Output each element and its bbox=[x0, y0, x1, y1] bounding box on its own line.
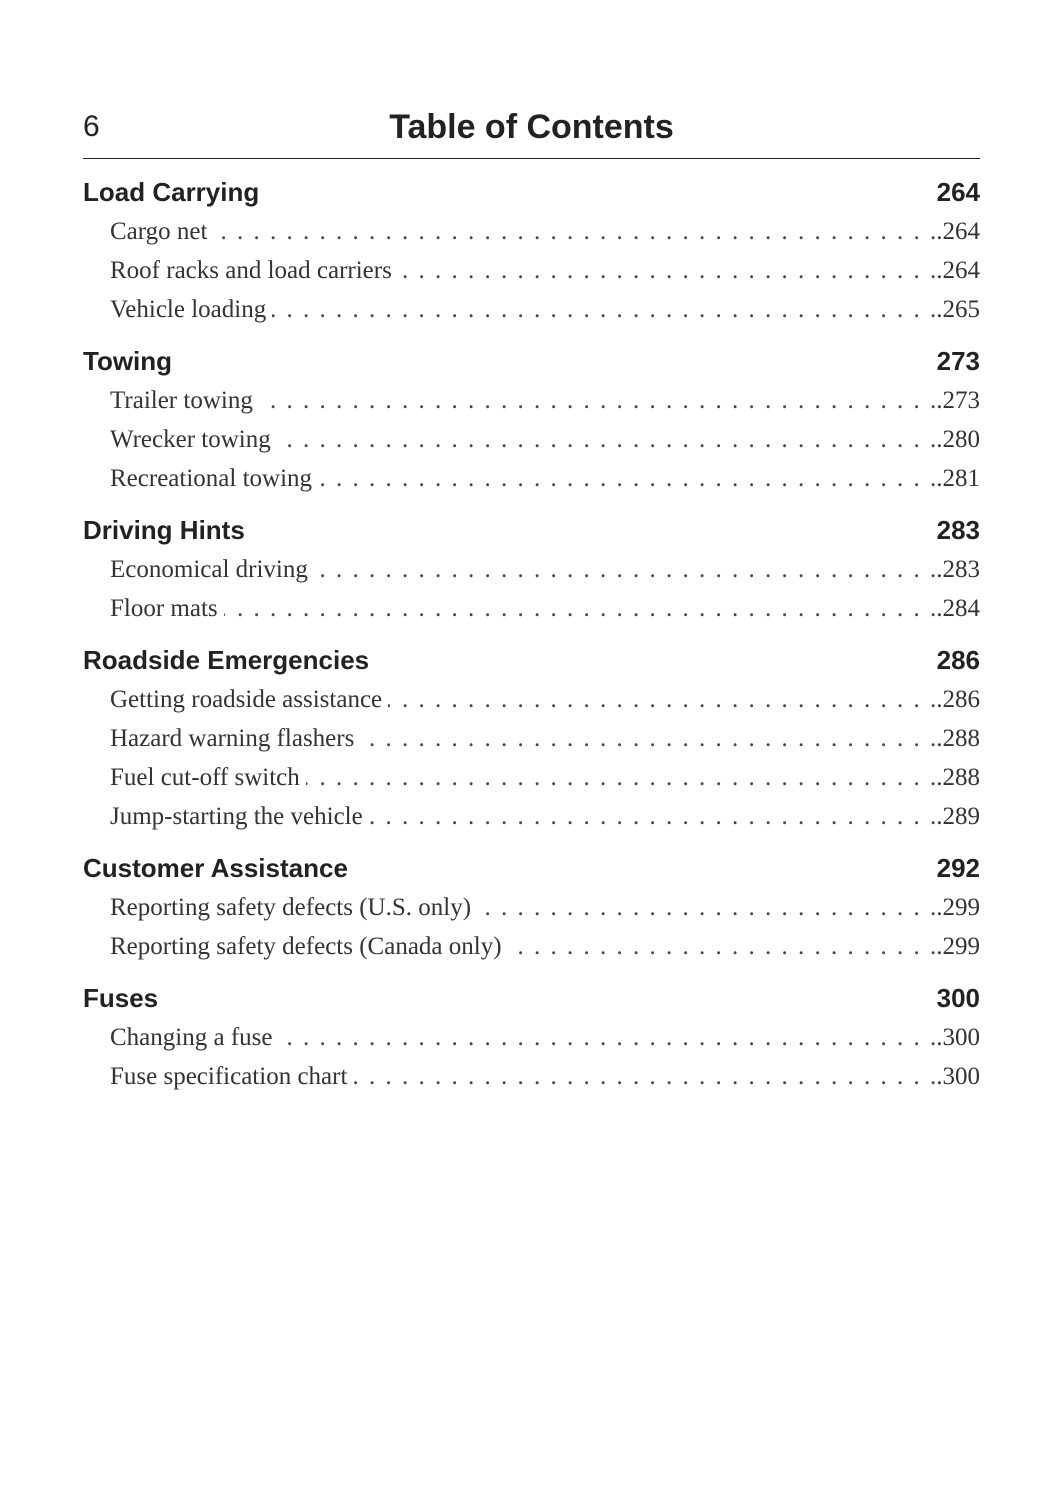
toc-entry[interactable]: Cargo net .264 bbox=[83, 212, 980, 251]
dot-leader bbox=[369, 797, 937, 836]
section-title: Driving Hints bbox=[83, 515, 245, 545]
entry-label: Wrecker towing bbox=[110, 426, 271, 453]
section-heading[interactable]: Driving Hints 283 bbox=[83, 511, 980, 550]
entry-page: .300 bbox=[936, 1063, 980, 1090]
section-title: Fuses bbox=[83, 983, 159, 1013]
section-page: 292 bbox=[936, 853, 980, 883]
toc-entry[interactable]: Trailer towing .273 bbox=[83, 381, 980, 420]
entry-page: .286 bbox=[936, 686, 980, 713]
entry-page: .264 bbox=[936, 257, 980, 284]
section-page: 300 bbox=[936, 983, 980, 1013]
dot-leader bbox=[398, 251, 936, 290]
entry-page: .283 bbox=[936, 556, 980, 583]
dot-leader bbox=[278, 1018, 936, 1057]
entry-label: Recreational towing bbox=[110, 465, 313, 492]
entry-label: Jump-starting the vehicle bbox=[110, 803, 363, 830]
table-of-contents: Load Carrying 264 Cargo net .264 Roof ra… bbox=[83, 173, 980, 1109]
entry-label: Reporting safety defects (Canada only) bbox=[110, 933, 502, 960]
toc-entry[interactable]: Fuse specification chart .300 bbox=[83, 1057, 980, 1096]
dot-leader bbox=[277, 420, 937, 459]
toc-section: Driving Hints 283 Economical driving .28… bbox=[83, 511, 980, 628]
entry-label: Reporting safety defects (U.S. only) bbox=[110, 894, 472, 921]
toc-entry[interactable]: Vehicle loading .265 bbox=[83, 290, 980, 329]
toc-entry[interactable]: Reporting safety defects (Canada only) .… bbox=[83, 927, 980, 966]
dot-leader bbox=[213, 212, 936, 251]
section-page: 283 bbox=[936, 515, 980, 545]
section-heading[interactable]: Roadside Emergencies 286 bbox=[83, 641, 980, 680]
toc-entry[interactable]: Recreational towing .281 bbox=[83, 459, 980, 498]
entry-page: .299 bbox=[936, 894, 980, 921]
dot-leader bbox=[318, 459, 936, 498]
section-heading[interactable]: Fuses 300 bbox=[83, 979, 980, 1018]
section-title: Roadside Emergencies bbox=[83, 645, 370, 675]
entry-label: Hazard warning flashers bbox=[110, 725, 355, 752]
entry-label: Getting roadside assistance bbox=[110, 686, 383, 713]
entry-page: .299 bbox=[936, 933, 980, 960]
toc-entry[interactable]: Floor mats .284 bbox=[83, 589, 980, 628]
dot-leader bbox=[314, 550, 936, 589]
page-title: Table of Contents bbox=[389, 108, 674, 146]
toc-entry[interactable]: Reporting safety defects (U.S. only) .29… bbox=[83, 888, 980, 927]
toc-section: Towing 273 Trailer towing .273 Wrecker t… bbox=[83, 342, 980, 498]
toc-entry[interactable]: Economical driving .283 bbox=[83, 550, 980, 589]
entry-label: Fuel cut-off switch bbox=[110, 764, 300, 791]
toc-entry[interactable]: Changing a fuse .300 bbox=[83, 1018, 980, 1057]
section-page: 264 bbox=[936, 177, 980, 207]
entry-page: .280 bbox=[936, 426, 980, 453]
toc-entry[interactable]: Fuel cut-off switch .288 bbox=[83, 758, 980, 797]
toc-entry[interactable]: Hazard warning flashers .288 bbox=[83, 719, 980, 758]
dot-leader bbox=[388, 680, 936, 719]
dot-leader bbox=[353, 1057, 936, 1096]
section-page: 273 bbox=[936, 346, 980, 376]
entry-page: .288 bbox=[936, 725, 980, 752]
section-heading[interactable]: Customer Assistance 292 bbox=[83, 849, 980, 888]
toc-section: Customer Assistance 292 Reporting safety… bbox=[83, 849, 980, 966]
entry-page: .264 bbox=[936, 218, 980, 245]
page-header: 6 Table of Contents bbox=[83, 108, 980, 159]
section-page: 286 bbox=[936, 645, 980, 675]
toc-entry[interactable]: Getting roadside assistance .286 bbox=[83, 680, 980, 719]
toc-section: Roadside Emergencies 286 Getting roadsid… bbox=[83, 641, 980, 836]
entry-label: Roof racks and load carriers bbox=[110, 257, 392, 284]
entry-label: Economical driving bbox=[110, 556, 308, 583]
dot-leader bbox=[360, 719, 936, 758]
entry-label: Floor mats bbox=[110, 595, 218, 622]
section-title: Towing bbox=[83, 346, 173, 376]
dot-leader bbox=[477, 888, 936, 927]
entry-page: .300 bbox=[936, 1024, 980, 1051]
dot-leader bbox=[508, 927, 937, 966]
entry-page: .284 bbox=[936, 595, 980, 622]
toc-section: Fuses 300 Changing a fuse .300 Fuse spec… bbox=[83, 979, 980, 1096]
page-number: 6 bbox=[83, 110, 100, 143]
toc-entry[interactable]: Jump-starting the vehicle .289 bbox=[83, 797, 980, 836]
dot-leader bbox=[259, 381, 936, 420]
entry-label: Changing a fuse bbox=[110, 1024, 273, 1051]
section-heading[interactable]: Load Carrying 264 bbox=[83, 173, 980, 212]
dot-leader bbox=[224, 589, 937, 628]
dot-leader bbox=[272, 290, 936, 329]
dot-leader bbox=[306, 758, 936, 797]
entry-page: .281 bbox=[936, 465, 980, 492]
entry-page: .288 bbox=[936, 764, 980, 791]
section-heading[interactable]: Towing 273 bbox=[83, 342, 980, 381]
entry-label: Vehicle loading bbox=[110, 296, 267, 323]
entry-label: Trailer towing bbox=[110, 387, 253, 414]
entry-label: Cargo net bbox=[110, 218, 208, 245]
entry-page: .289 bbox=[936, 803, 980, 830]
entry-label: Fuse specification chart bbox=[110, 1063, 348, 1090]
entry-page: .265 bbox=[936, 296, 980, 323]
section-title: Load Carrying bbox=[83, 177, 260, 207]
section-title: Customer Assistance bbox=[83, 853, 348, 883]
entry-page: .273 bbox=[936, 387, 980, 414]
toc-section: Load Carrying 264 Cargo net .264 Roof ra… bbox=[83, 173, 980, 329]
toc-entry[interactable]: Roof racks and load carriers .264 bbox=[83, 251, 980, 290]
toc-entry[interactable]: Wrecker towing .280 bbox=[83, 420, 980, 459]
